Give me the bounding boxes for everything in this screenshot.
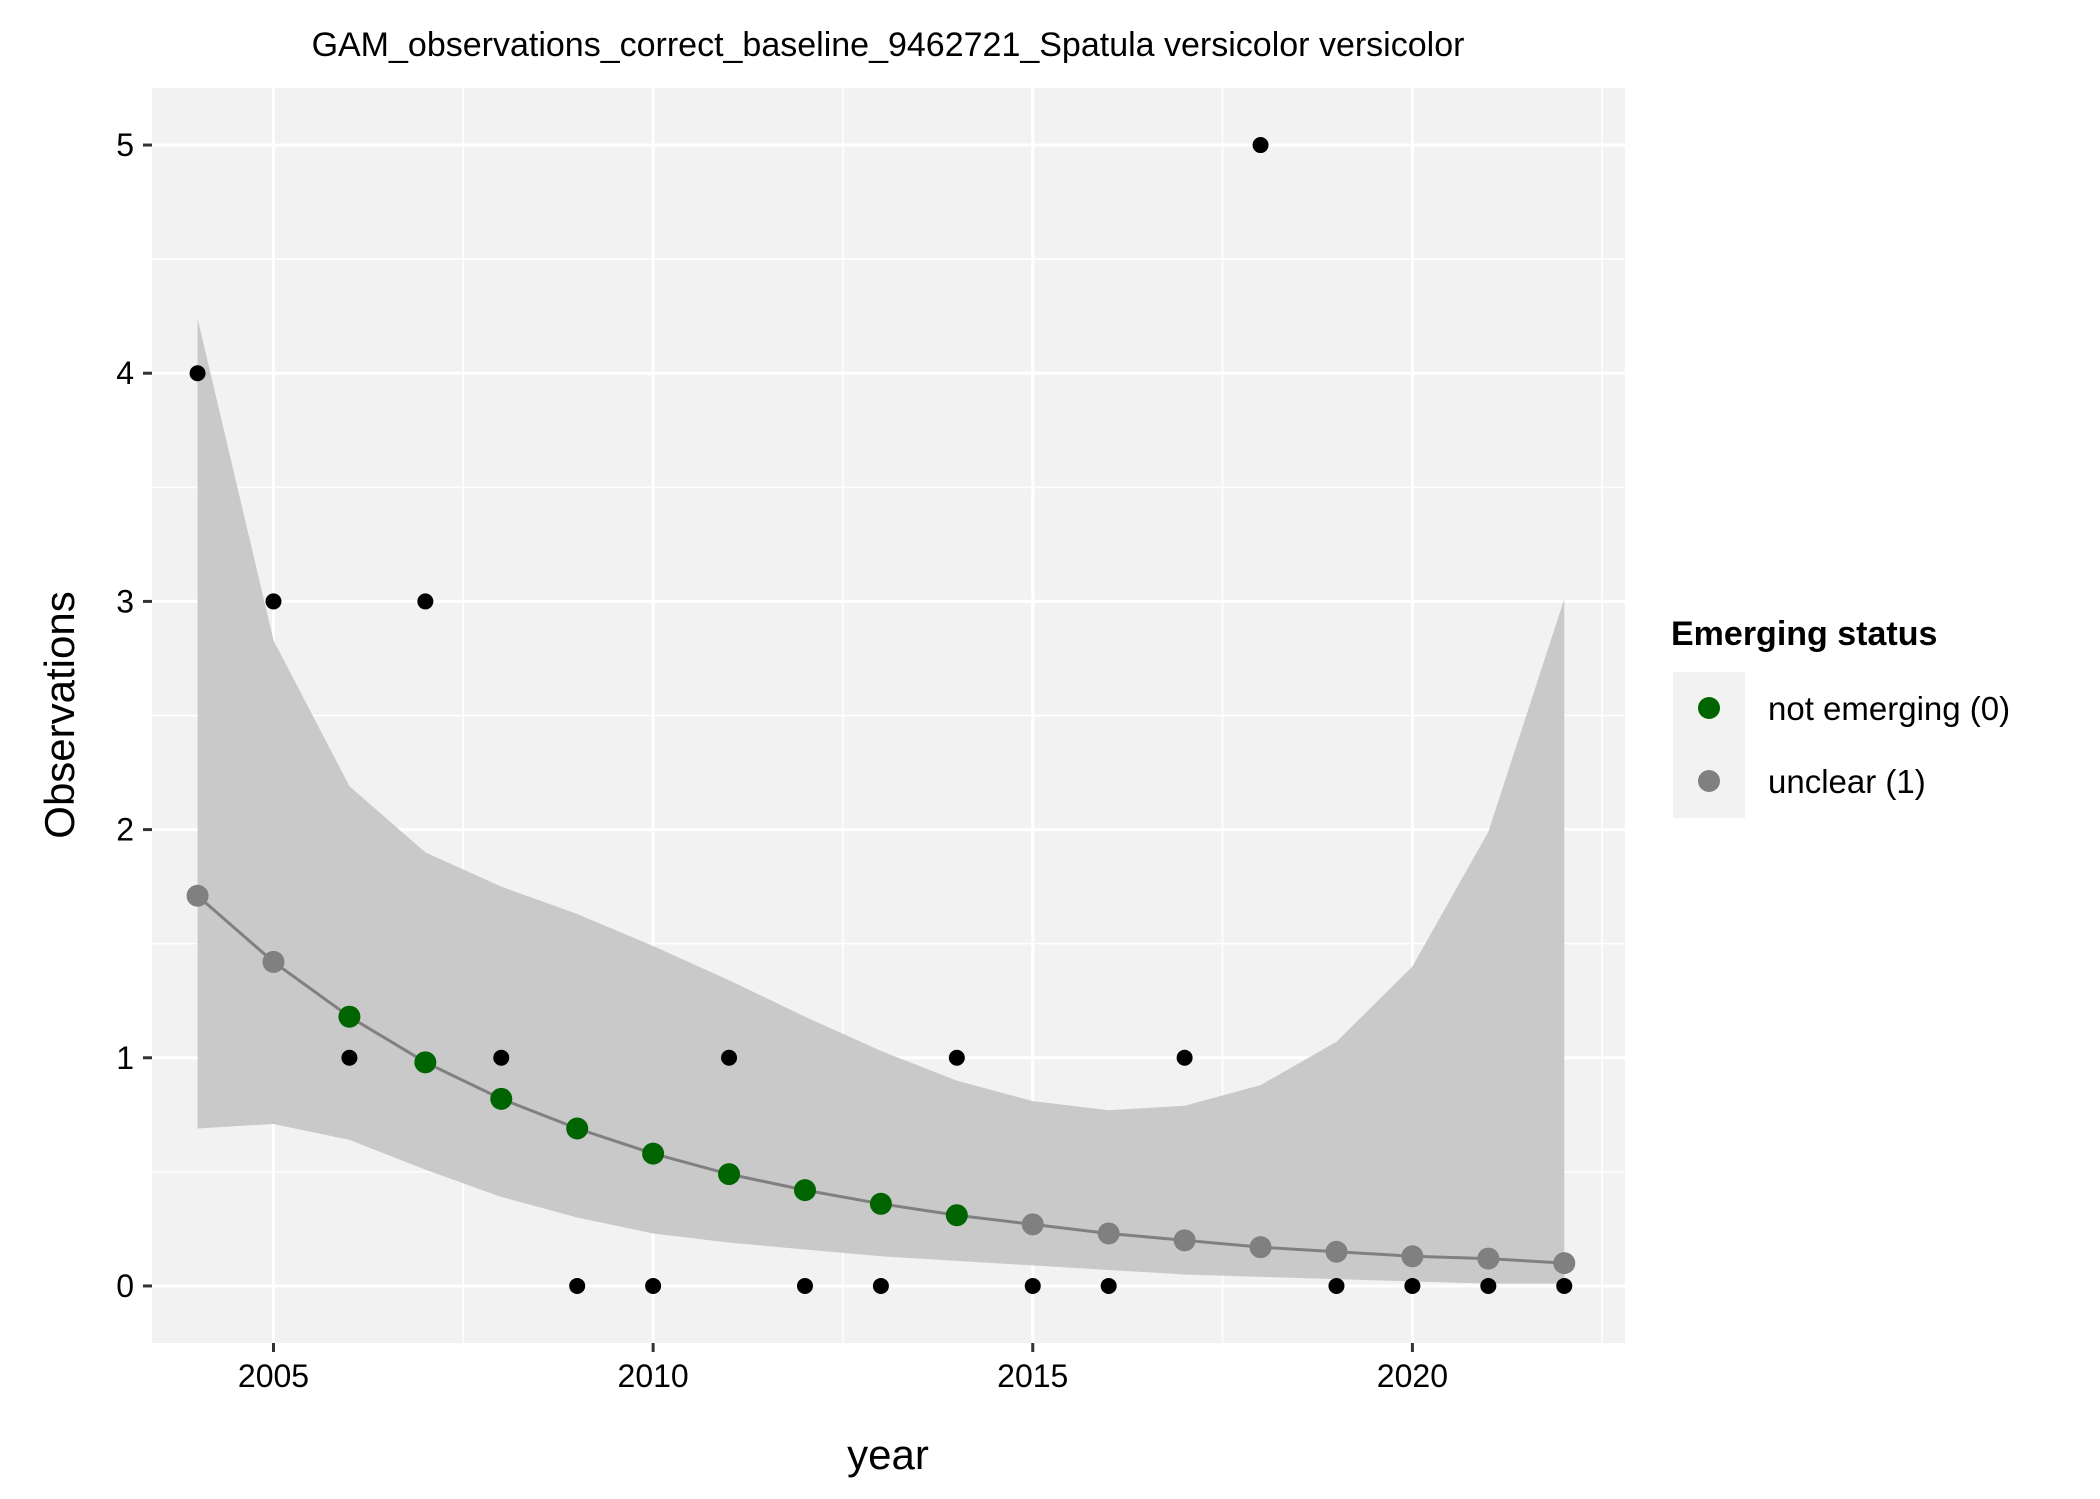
x-tick-label: 2005 [238, 1358, 309, 1394]
legend-label-not-emerging: not emerging (0) [1768, 690, 2010, 727]
fit-point-unclear [1553, 1252, 1576, 1275]
y-axis: 0 1 2 3 4 5 [116, 127, 152, 1304]
fit-point-not-emerging [793, 1179, 816, 1202]
observation-point [872, 1277, 889, 1294]
fit-point-not-emerging [490, 1087, 513, 1110]
minor-gridlines [152, 88, 1625, 1343]
y-tick-label: 5 [116, 127, 134, 163]
legend-key-unclear [1698, 770, 1720, 792]
x-tick-label: 2015 [997, 1358, 1068, 1394]
y-tick-label: 1 [116, 1040, 134, 1076]
fit-point-not-emerging [642, 1142, 665, 1165]
observation-point [1176, 1049, 1193, 1066]
observation-point [1404, 1277, 1421, 1294]
observation-point [493, 1049, 510, 1066]
legend-title: Emerging status [1671, 615, 1937, 653]
observation-point [1100, 1277, 1117, 1294]
x-axis-title: year [847, 1431, 929, 1478]
fit-point-unclear [262, 950, 285, 973]
fit-points [186, 884, 1576, 1275]
y-tick-label: 0 [116, 1268, 134, 1304]
fit-point-unclear [1021, 1213, 1044, 1236]
observation-point [189, 365, 206, 382]
observation-point [417, 593, 434, 610]
chart-title: GAM_observations_correct_baseline_946272… [312, 26, 1465, 64]
observation-point [569, 1277, 586, 1294]
x-tick-label: 2020 [1377, 1358, 1448, 1394]
fit-point-not-emerging [414, 1051, 437, 1074]
x-axis: 2005 2010 2015 2020 [238, 1343, 1448, 1394]
observation-point [721, 1049, 738, 1066]
observation-point [341, 1049, 358, 1066]
fit-point-not-emerging [718, 1163, 741, 1186]
fit-point-not-emerging [338, 1005, 361, 1028]
observation-point [796, 1277, 813, 1294]
legend: Emerging status not emerging (0) unclear… [1671, 615, 2010, 818]
y-tick-label: 2 [116, 812, 134, 848]
observation-point [1024, 1277, 1041, 1294]
observation-point [948, 1049, 965, 1066]
fit-point-unclear [1325, 1240, 1348, 1263]
confidence-band [197, 318, 1565, 1284]
y-axis-title: Observations [36, 591, 83, 838]
fit-point-not-emerging [869, 1192, 892, 1215]
observation-point [645, 1277, 662, 1294]
observation-point [1252, 137, 1269, 154]
fit-point-not-emerging [566, 1117, 589, 1140]
fit-point-unclear [1249, 1236, 1272, 1259]
observation-point [1480, 1277, 1497, 1294]
observation-points [189, 137, 1573, 1294]
fit-point-not-emerging [945, 1204, 968, 1227]
y-tick-label: 3 [116, 583, 134, 619]
fit-point-unclear [1173, 1229, 1196, 1252]
x-tick-label: 2010 [618, 1358, 689, 1394]
y-tick-label: 4 [116, 355, 134, 391]
legend-key-not-emerging [1698, 697, 1720, 719]
legend-key-background [1673, 672, 1745, 818]
fit-point-unclear [1097, 1222, 1120, 1245]
observation-point [1556, 1277, 1573, 1294]
fit-point-unclear [1477, 1247, 1500, 1270]
legend-label-unclear: unclear (1) [1768, 763, 1926, 800]
fit-point-unclear [1401, 1245, 1424, 1268]
confidence-band-area [197, 318, 1565, 1284]
fit-point-unclear [186, 884, 209, 907]
observation-point [265, 593, 282, 610]
observation-point [1328, 1277, 1345, 1294]
